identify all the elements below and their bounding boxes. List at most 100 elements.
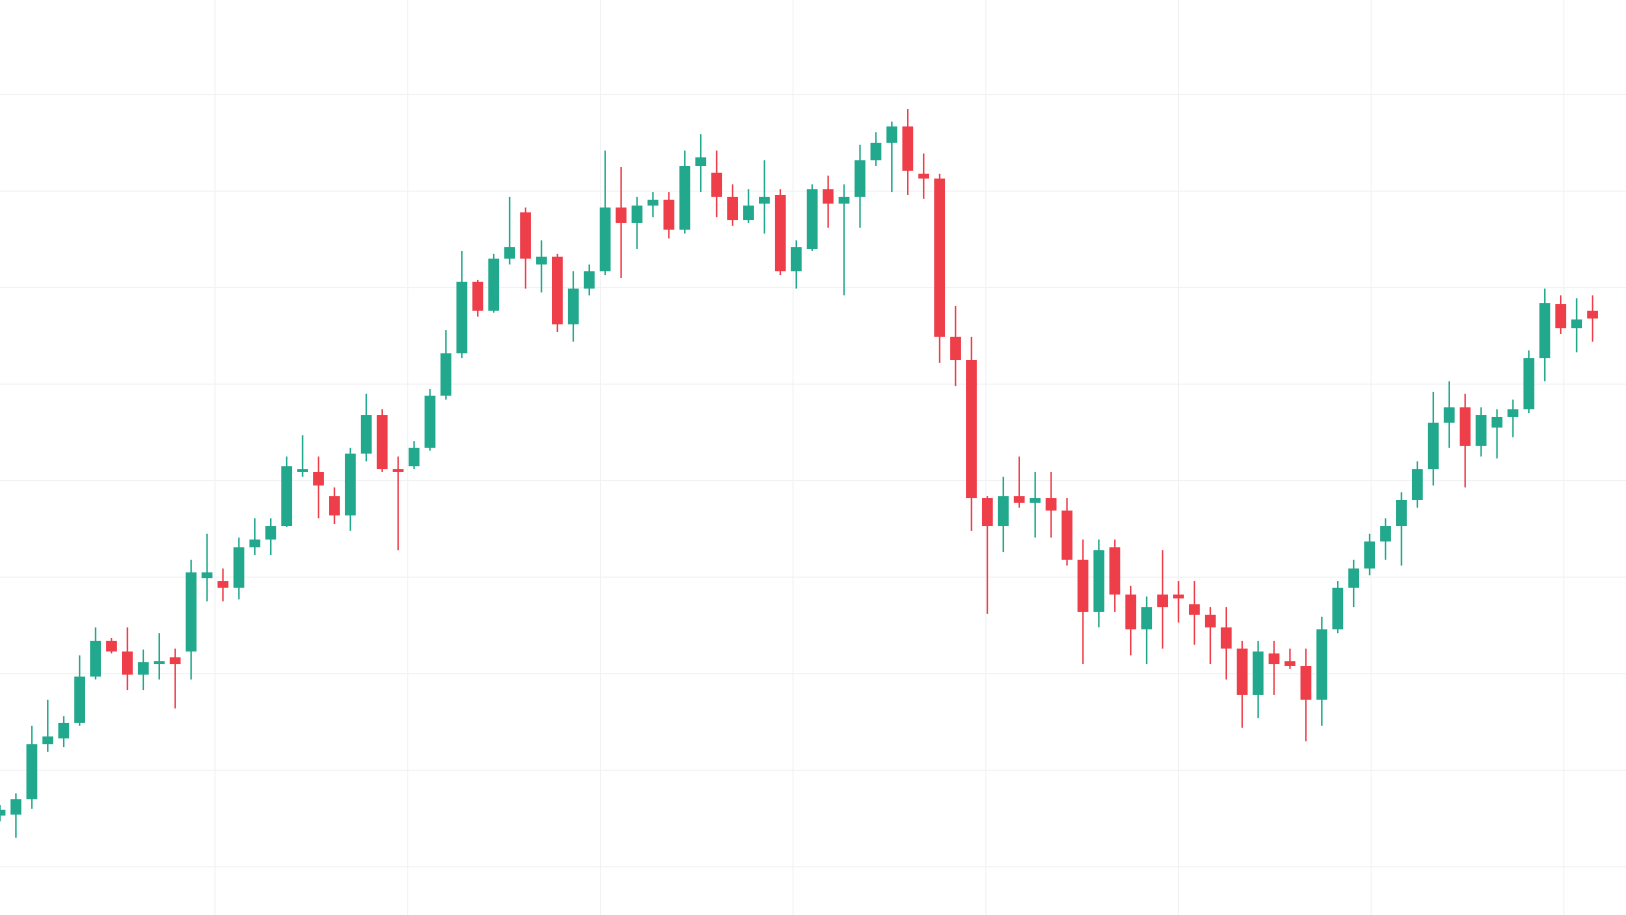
candle-body: [966, 360, 977, 499]
candle-body: [1284, 661, 1296, 666]
candle-body: [711, 172, 723, 197]
candle-body: [1587, 310, 1598, 319]
candle-body: [1252, 651, 1264, 695]
candle-body: [615, 207, 627, 223]
candle-body: [759, 196, 770, 204]
candle-body: [918, 173, 930, 179]
candle-body: [42, 736, 54, 745]
candle-body: [695, 157, 707, 167]
candle-body: [0, 809, 6, 816]
candle-body: [997, 496, 1009, 527]
candle-body: [536, 256, 547, 265]
candle-body: [376, 415, 388, 470]
candle-body: [1555, 304, 1567, 329]
candle-body: [1459, 407, 1471, 446]
candle-body: [1125, 594, 1137, 630]
candle-body: [1061, 510, 1073, 560]
candle-body: [488, 258, 500, 311]
candle-body: [1427, 422, 1439, 470]
candle-body: [1507, 409, 1519, 417]
candle-body: [440, 353, 452, 396]
candle-body: [344, 453, 356, 516]
candle-body: [1045, 498, 1057, 511]
candle-body: [663, 199, 675, 230]
candle-body: [743, 205, 754, 221]
candle-body: [90, 640, 101, 677]
candle-body: [1411, 469, 1423, 500]
candle-body: [185, 572, 197, 652]
candle-body: [504, 247, 516, 259]
candle-body: [902, 126, 914, 171]
candle-body: [599, 207, 611, 272]
candle-body: [854, 160, 866, 197]
candle-body: [1268, 653, 1280, 665]
candle-body: [1013, 496, 1025, 503]
candle-body: [1396, 499, 1407, 527]
candle-body: [201, 572, 213, 579]
candle-body: [233, 547, 245, 588]
candle-body: [774, 194, 786, 272]
candle-body: [679, 166, 691, 230]
candle-body: [838, 196, 850, 204]
candle-body: [1029, 498, 1041, 503]
candle-body: [1093, 550, 1105, 612]
candle-body: [1364, 541, 1376, 569]
candle-body: [1077, 559, 1089, 612]
candle-body: [392, 469, 404, 472]
candle-body: [58, 722, 70, 739]
candle-body: [26, 744, 38, 800]
candle-body: [1157, 594, 1168, 608]
candle-body: [121, 651, 133, 675]
candle-body: [647, 199, 659, 206]
candle-body: [727, 196, 738, 221]
candle-body: [217, 581, 229, 588]
candle-body: [169, 657, 181, 665]
candle-body: [790, 247, 802, 272]
candle-body: [424, 395, 436, 448]
candle-body: [1109, 547, 1121, 595]
candle-body: [1236, 648, 1248, 695]
candle-body: [551, 256, 563, 325]
candle-body: [1348, 568, 1360, 588]
candle-body: [1571, 319, 1583, 329]
candle-body: [1380, 526, 1391, 542]
candle-body: [249, 539, 261, 548]
candle-body: [631, 205, 643, 223]
candle-body: [137, 662, 149, 675]
candle-body: [1475, 415, 1487, 446]
candle-body: [1300, 665, 1312, 700]
candle-body: [1316, 629, 1328, 700]
candle-body: [1523, 358, 1535, 410]
candle-body: [1220, 627, 1232, 649]
candle-body: [870, 142, 882, 161]
candle-body: [806, 189, 818, 250]
candle-body: [520, 212, 531, 259]
candle-body: [329, 496, 340, 516]
candle-body: [313, 471, 324, 486]
candle-body: [10, 799, 22, 815]
candle-body: [265, 526, 277, 540]
candle-body: [360, 415, 372, 454]
candle-body: [583, 271, 595, 289]
candle-body: [1443, 407, 1455, 423]
candle-body: [1204, 614, 1216, 628]
candle-body: [981, 498, 993, 527]
candle-body: [408, 447, 420, 467]
candle-body: [1173, 594, 1184, 599]
candle-body: [106, 640, 117, 652]
candle-body: [950, 336, 961, 361]
candle-body: [1539, 303, 1551, 359]
candle-body: [472, 281, 484, 311]
candle-body: [886, 126, 898, 143]
candle-body: [822, 189, 834, 204]
candle-body: [1332, 587, 1344, 630]
candle-body: [297, 469, 309, 472]
candle-body: [456, 281, 468, 354]
candle-body: [1141, 607, 1153, 630]
candle-body: [74, 676, 86, 723]
candle-body: [153, 661, 165, 665]
candle-body: [281, 466, 293, 527]
candle-body: [1189, 604, 1200, 615]
